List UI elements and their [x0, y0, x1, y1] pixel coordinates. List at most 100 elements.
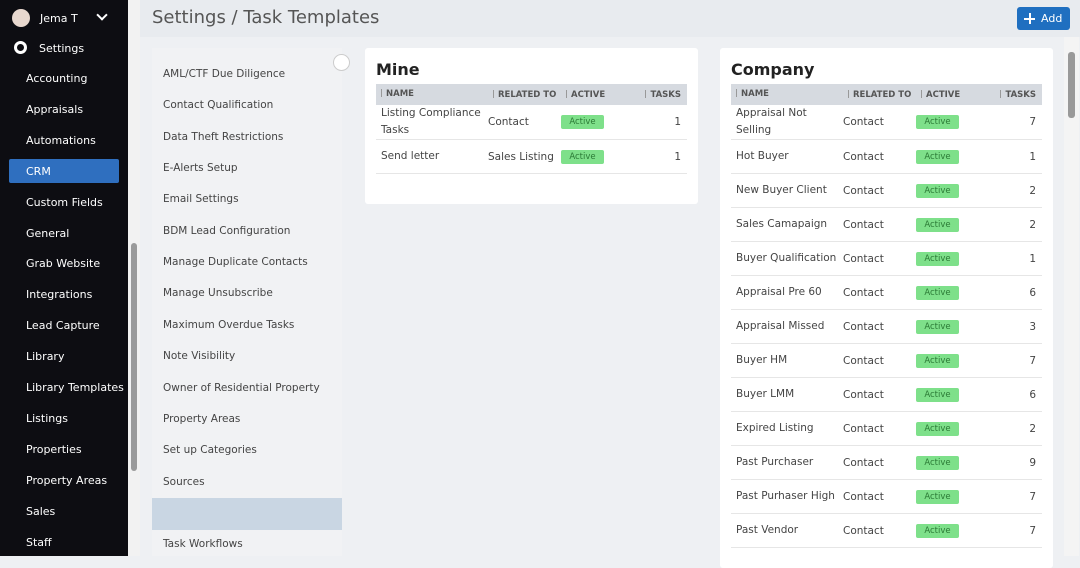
column-header[interactable]: TASKS: [621, 89, 687, 100]
column-header[interactable]: RELATED TO: [488, 89, 561, 100]
cell: Appraisal Pre 60: [736, 286, 822, 298]
nav-item[interactable]: Appraisals: [26, 102, 84, 116]
table-row[interactable]: Buyer LMM Contact Active 6: [731, 378, 1042, 412]
submenu-item[interactable]: Maximum Overdue Tasks: [163, 318, 295, 331]
cell: Active: [916, 523, 976, 538]
cell: Active: [916, 319, 976, 334]
nav-item[interactable]: Lead Capture: [26, 319, 100, 333]
submenu-item[interactable]: Note Visibility: [163, 350, 236, 363]
table-header: NAME RELATED TO ACTIVE TASKS: [731, 84, 1042, 105]
submenu-item[interactable]: Manage Unsubscribe: [163, 287, 273, 300]
column-label: ACTIVE: [926, 89, 961, 100]
cell: Active: [916, 387, 976, 402]
table-row[interactable]: Hot Buyer Contact Active 1: [731, 140, 1042, 174]
table-row[interactable]: Sales Camapaign Contact Active 2: [731, 208, 1042, 242]
table-row[interactable]: Send letter Sales Listing Active 1: [376, 140, 687, 174]
table-row[interactable]: Past Purchaser Contact Active 9: [731, 446, 1042, 480]
nav-item[interactable]: Custom Fields: [26, 195, 103, 209]
submenu-item[interactable]: Set up Categories: [163, 444, 257, 457]
active-badge: Active: [916, 455, 959, 470]
column-label: NAME: [741, 89, 769, 99]
table-row[interactable]: Listing Compliance Tasks Contact Active 1: [376, 105, 687, 140]
table-row[interactable]: New Buyer Client Contact Active 2: [731, 174, 1042, 208]
cell: Listing Compliance Tasks: [381, 107, 481, 136]
sort-icon: [921, 89, 922, 98]
cell: Active: [916, 285, 976, 300]
column-header[interactable]: NAME: [376, 86, 488, 103]
table-row[interactable]: Appraisal Not Selling Contact Active 7: [731, 105, 1042, 140]
scroll-thumb[interactable]: [131, 243, 137, 471]
submenu-item[interactable]: Task Workflows: [163, 538, 243, 551]
submenu-item[interactable]: AML/CTF Due Diligence: [163, 68, 286, 80]
nav-item[interactable]: Automations: [26, 133, 96, 147]
nav-item[interactable]: Staff: [26, 535, 52, 549]
add-button[interactable]: Add: [1017, 7, 1070, 30]
table-row[interactable]: Expired Listing Contact Active 2: [731, 412, 1042, 446]
active-badge: Active: [916, 285, 959, 300]
nav-item[interactable]: Property Areas: [26, 473, 108, 487]
submenu-item[interactable]: Sources: [163, 475, 205, 488]
submenu-item[interactable]: Contact Qualification: [163, 99, 274, 112]
nav-item[interactable]: Library Templates: [26, 381, 124, 394]
submenu-item[interactable]: Property Areas: [163, 412, 241, 425]
submenu-item[interactable]: Owner of Residential Property: [163, 381, 320, 394]
nav-item[interactable]: Properties: [26, 442, 82, 456]
sort-icon: [493, 89, 494, 98]
submenu: AML/CTF Due Diligence Contact Qualificati…: [152, 48, 342, 556]
active-badge: Active: [561, 115, 604, 129]
column-header[interactable]: ACTIVE: [561, 89, 621, 100]
submenu-item[interactable]: Data Theft Restrictions: [163, 130, 284, 143]
cell: 7: [1029, 116, 1036, 128]
cell: Active: [916, 149, 976, 164]
sort-icon: [381, 89, 382, 97]
user-name[interactable]: Jema T: [40, 12, 78, 25]
nav-item[interactable]: Listings: [26, 411, 68, 425]
active-badge: Active: [916, 251, 959, 266]
cell: Contact: [843, 116, 884, 128]
cell: Active: [916, 421, 976, 436]
table-row[interactable]: Appraisal Pre 60 Contact Active 6: [731, 276, 1042, 310]
table-row[interactable]: Buyer HM Contact Active 7: [731, 344, 1042, 378]
column-label: ACTIVE: [571, 89, 606, 100]
mine-card: Mine NAME RELATED TO ACTIVE TASKS Listing Com…: [365, 48, 698, 204]
card-title: Company: [731, 60, 815, 79]
nav-item[interactable]: Library: [26, 350, 65, 364]
active-badge: Active: [916, 149, 959, 164]
column-header[interactable]: RELATED TO: [843, 89, 916, 100]
active-badge: Active: [916, 489, 959, 504]
nav-item[interactable]: Sales: [26, 504, 56, 518]
nav-item[interactable]: General: [26, 226, 70, 240]
column-header[interactable]: TASKS: [976, 89, 1042, 100]
chevron[interactable]: [96, 9, 108, 21]
cell: Contact: [843, 490, 884, 503]
scroll-thumb[interactable]: [1068, 52, 1075, 118]
nav-item[interactable]: Grab Website: [26, 257, 101, 271]
submenu-item[interactable]: Manage Duplicate Contacts: [163, 256, 308, 269]
table-row[interactable]: Appraisal Missed Contact Active 3: [731, 310, 1042, 344]
cell: 3: [1029, 320, 1036, 333]
active-badge: Active: [916, 183, 959, 198]
active-badge: Active: [561, 149, 604, 164]
table-row[interactable]: Past Vendor Contact Active 7: [731, 514, 1042, 548]
submenu-item[interactable]: E-Alerts Setup: [163, 162, 238, 175]
avatar[interactable]: [12, 9, 30, 27]
column-label: NAME: [386, 89, 414, 99]
nav-item[interactable]: Accounting: [26, 72, 88, 85]
nav-item[interactable]: Integrations: [26, 288, 93, 302]
cell: Contact: [843, 456, 884, 469]
scrollbar[interactable]: [1064, 37, 1079, 556]
submenu-item[interactable]: BDM Lead Configuration: [163, 224, 291, 237]
nav-item[interactable]: CRM: [26, 164, 51, 178]
cell: Active: [916, 489, 976, 504]
collapse-button[interactable]: [333, 54, 350, 71]
column-header[interactable]: ACTIVE: [916, 89, 976, 100]
cell: Contact: [843, 524, 884, 537]
table-row[interactable]: Buyer Qualification Contact Active 1: [731, 242, 1042, 276]
settings-label[interactable]: Settings: [39, 42, 85, 55]
cell: Active: [916, 115, 976, 129]
submenu-item[interactable]: Email Settings: [163, 193, 239, 206]
column-header[interactable]: NAME: [731, 86, 843, 103]
table-row[interactable]: Past Purhaser High Contact Active 7: [731, 480, 1042, 514]
header: [140, 0, 1080, 37]
column-label: RELATED TO: [853, 89, 912, 100]
